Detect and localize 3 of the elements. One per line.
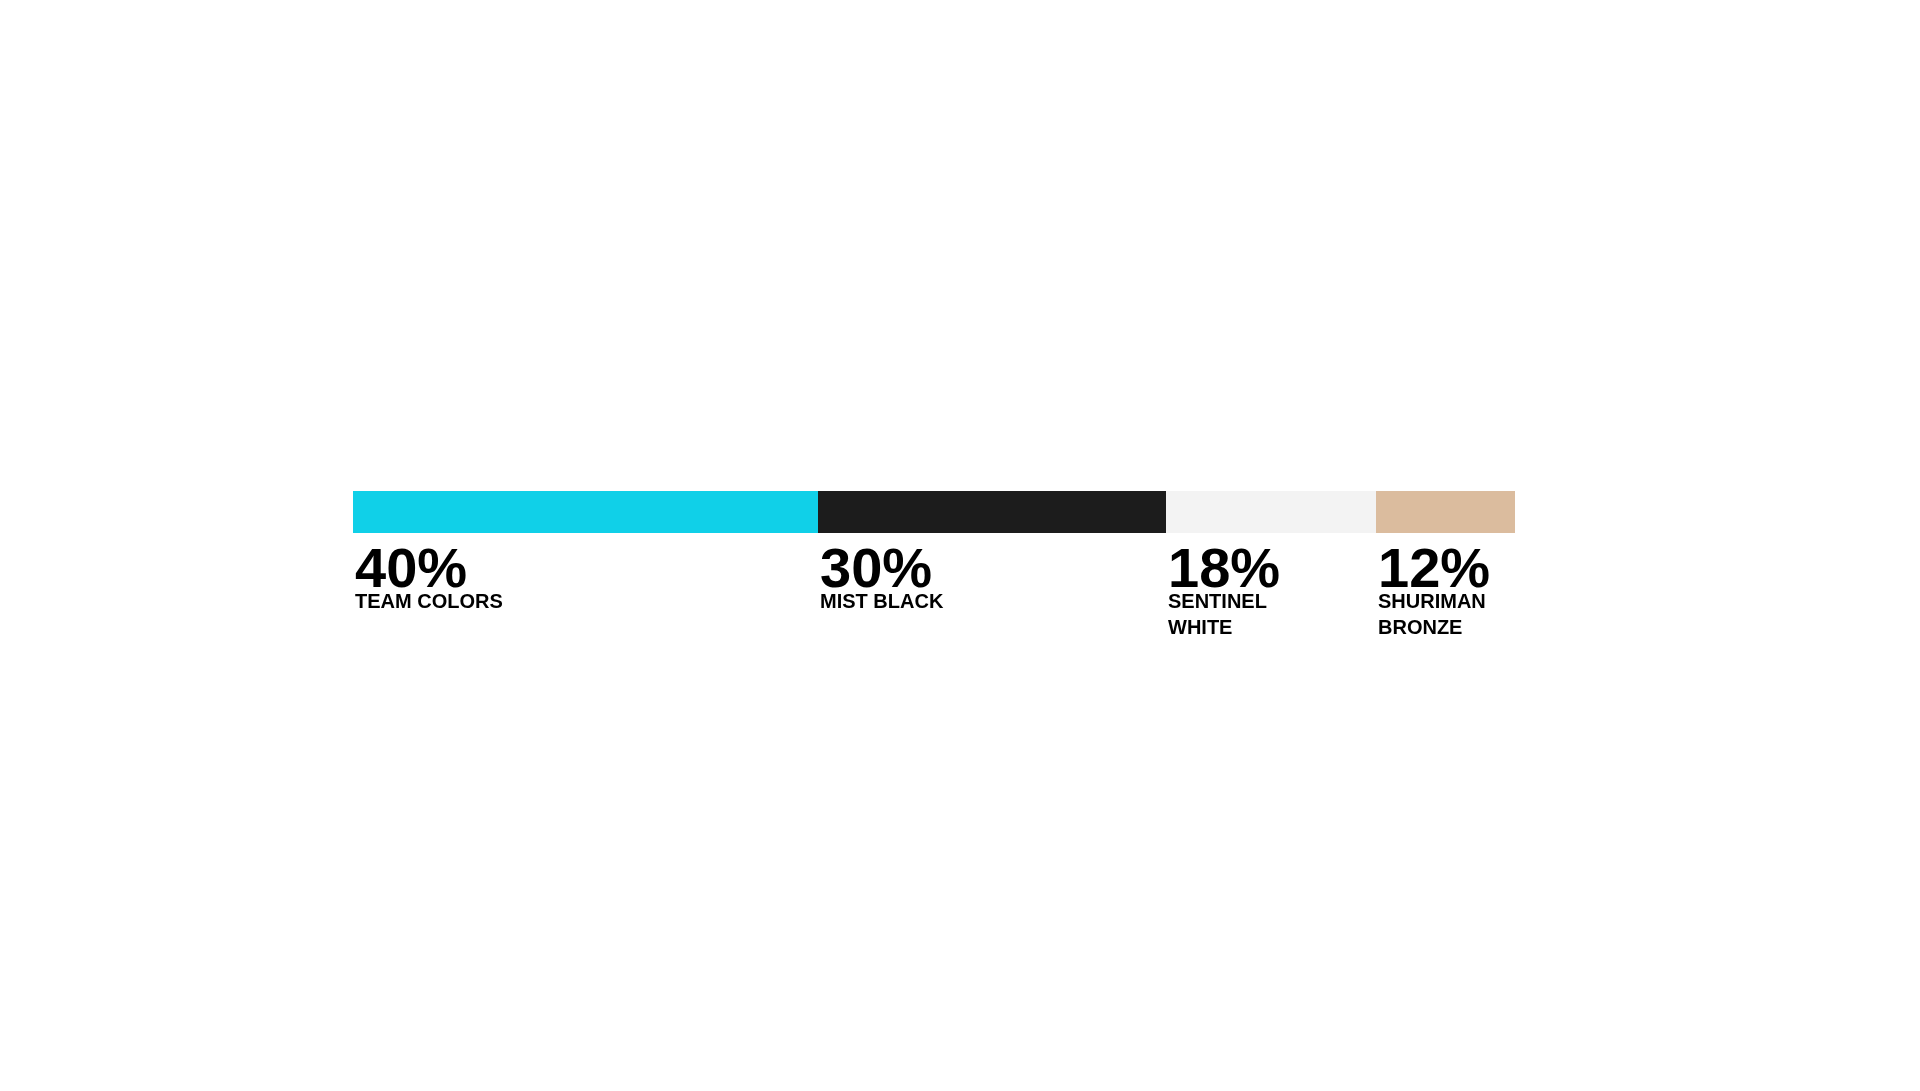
bar	[1166, 491, 1376, 533]
bar	[818, 491, 1166, 533]
bar	[1376, 491, 1515, 533]
